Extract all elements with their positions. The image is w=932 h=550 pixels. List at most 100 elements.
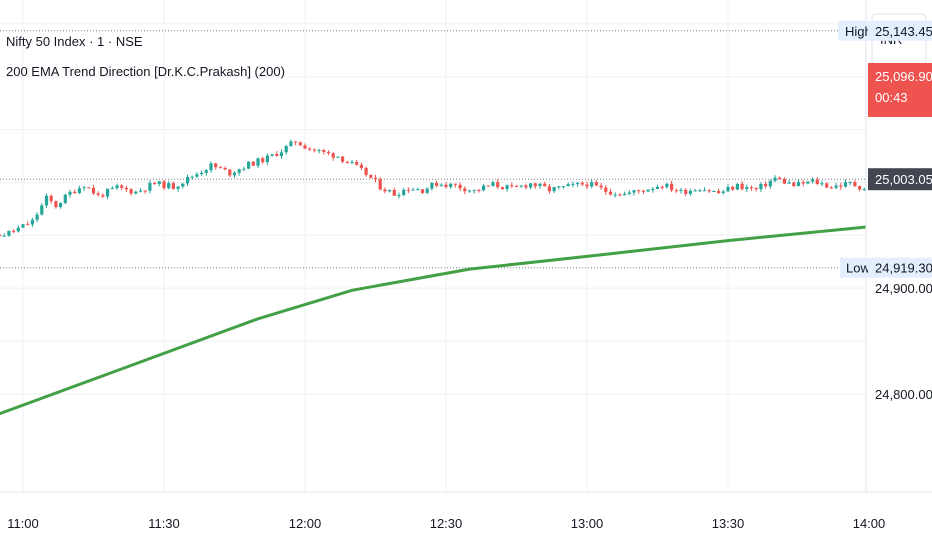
candle-body (698, 190, 702, 192)
candle-body (251, 161, 255, 166)
last-price-badge: 25,096.90 00:43 (868, 62, 932, 117)
price-tick-label: 24,900.00 (875, 281, 932, 296)
candle-body (707, 190, 711, 192)
candle-body (21, 224, 25, 228)
candle-body (256, 158, 260, 166)
candle-body (820, 183, 824, 185)
candle-body (392, 189, 396, 196)
candle-body (185, 176, 190, 184)
candle-body (153, 182, 157, 184)
candle-body (590, 182, 594, 187)
time-tick-label: 11:30 (148, 516, 180, 531)
candle-body (458, 184, 462, 189)
candle-body (486, 185, 490, 187)
candle-body (44, 195, 49, 206)
candle-body (331, 153, 335, 158)
candle-body (510, 185, 514, 187)
candle-body (383, 189, 387, 192)
candle-body (40, 205, 44, 215)
candle-body (91, 187, 96, 194)
candle-body (585, 184, 589, 187)
candle-body (148, 182, 152, 191)
candle-body (524, 185, 528, 188)
candle-body (463, 188, 467, 192)
candle-body (839, 185, 843, 187)
candle-body (848, 182, 852, 184)
symbol-legend[interactable]: Nifty 50 Index · 1 · NSE (6, 34, 143, 49)
crosshair-price-badge: 25,003.05 (868, 168, 932, 191)
candle-body (435, 182, 439, 186)
candle-body (594, 182, 598, 186)
candle-body (566, 184, 570, 187)
candle-body (533, 183, 537, 187)
candle-body (341, 156, 345, 162)
candle-body (68, 191, 72, 195)
candle-body (646, 189, 650, 192)
candle-body (16, 227, 20, 232)
high-label: High (845, 24, 872, 39)
candle-body (7, 230, 11, 236)
candle-body (129, 189, 133, 194)
low-value: 24,919.30 (875, 261, 932, 276)
candle-body (576, 182, 580, 184)
candle-body (702, 190, 707, 192)
candle-body (670, 183, 674, 191)
price-tick-label: 24,800.00 (875, 387, 932, 402)
candle-body (651, 188, 655, 190)
candle-body (12, 230, 16, 232)
candle-body (425, 188, 429, 193)
candle-body (472, 189, 476, 191)
candle-body (801, 182, 805, 184)
candle-body (623, 193, 627, 196)
candle-body (627, 192, 631, 194)
candle-body (312, 149, 316, 151)
candle-body (796, 182, 801, 187)
time-tick-label: 13:30 (712, 516, 745, 531)
candle-body (613, 194, 617, 196)
candle-body (303, 145, 307, 149)
candle-body (500, 187, 504, 190)
candle-body (378, 179, 382, 190)
candle-body (120, 185, 124, 188)
candle-body (265, 155, 269, 163)
candle-body (402, 189, 406, 196)
candle-body (787, 182, 791, 184)
candle-body (298, 142, 302, 146)
candle-body (82, 187, 86, 189)
candle-body (284, 145, 288, 153)
bar-countdown: 00:43 (875, 90, 908, 105)
candle-body (547, 186, 551, 192)
high-value: 25,143.45 (875, 24, 932, 39)
candle-body (190, 176, 194, 178)
candle-body (496, 182, 500, 188)
candle-body (717, 190, 721, 193)
time-tick-label: 11:00 (7, 516, 39, 531)
candle-body (843, 182, 848, 187)
candle-body (580, 182, 584, 185)
candle-body (49, 195, 53, 202)
candle-body (279, 152, 284, 157)
candle-body (684, 189, 688, 194)
chart-grid (0, 0, 870, 492)
candle-body (171, 183, 175, 189)
candle-body (63, 194, 67, 204)
candle-body (134, 191, 138, 194)
candle-body (350, 161, 354, 163)
candle-body (317, 150, 321, 152)
candle-body (768, 180, 772, 187)
candle-body (101, 195, 105, 197)
candle-body (110, 188, 114, 190)
candle-body (308, 148, 312, 150)
candle-body (373, 177, 378, 180)
candle-body (218, 167, 222, 169)
indicator-legend[interactable]: 200 EMA Trend Direction [Dr.K.C.Prakash]… (6, 64, 285, 79)
candle-body (712, 190, 716, 192)
candle-body (773, 177, 777, 181)
candle-body (326, 151, 331, 154)
time-tick-label: 14:00 (853, 516, 886, 531)
candle-body (270, 154, 274, 156)
low-label: Low (846, 261, 870, 276)
candle-body (740, 183, 744, 190)
candle-body (406, 189, 410, 191)
